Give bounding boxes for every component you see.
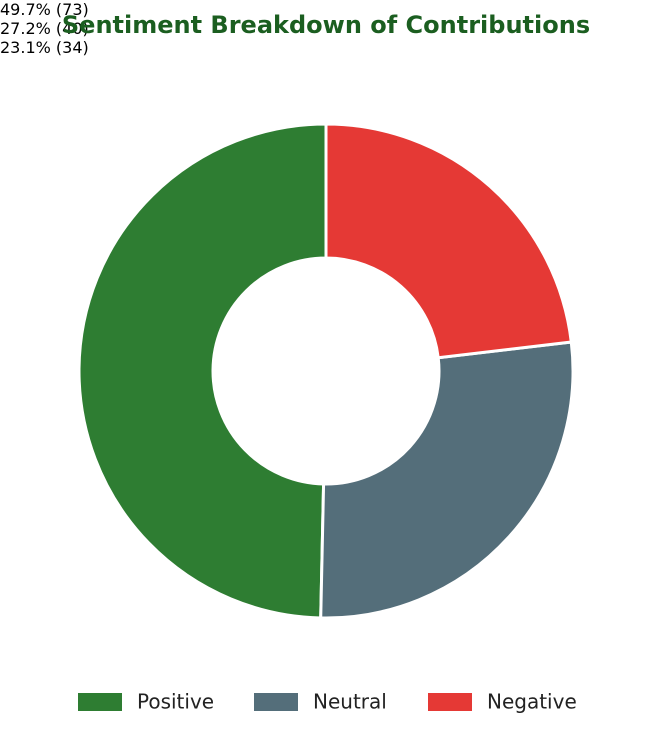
legend-swatch [78, 693, 122, 711]
data-label: 23.1% (34) [0, 38, 89, 57]
chart-title: Sentiment Breakdown of Contributions [62, 11, 590, 39]
donut-slice [77, 122, 328, 620]
legend-label: Neutral [313, 690, 387, 714]
donut-slice [324, 122, 573, 360]
legend-swatch [254, 693, 298, 711]
legend-label: Negative [487, 690, 577, 714]
legend-swatch [428, 693, 472, 711]
data-label: 49.7% (73) [0, 0, 89, 19]
donut-slice [319, 340, 575, 620]
legend-label: Positive [137, 690, 214, 714]
data-label: 27.2% (40) [0, 19, 89, 38]
